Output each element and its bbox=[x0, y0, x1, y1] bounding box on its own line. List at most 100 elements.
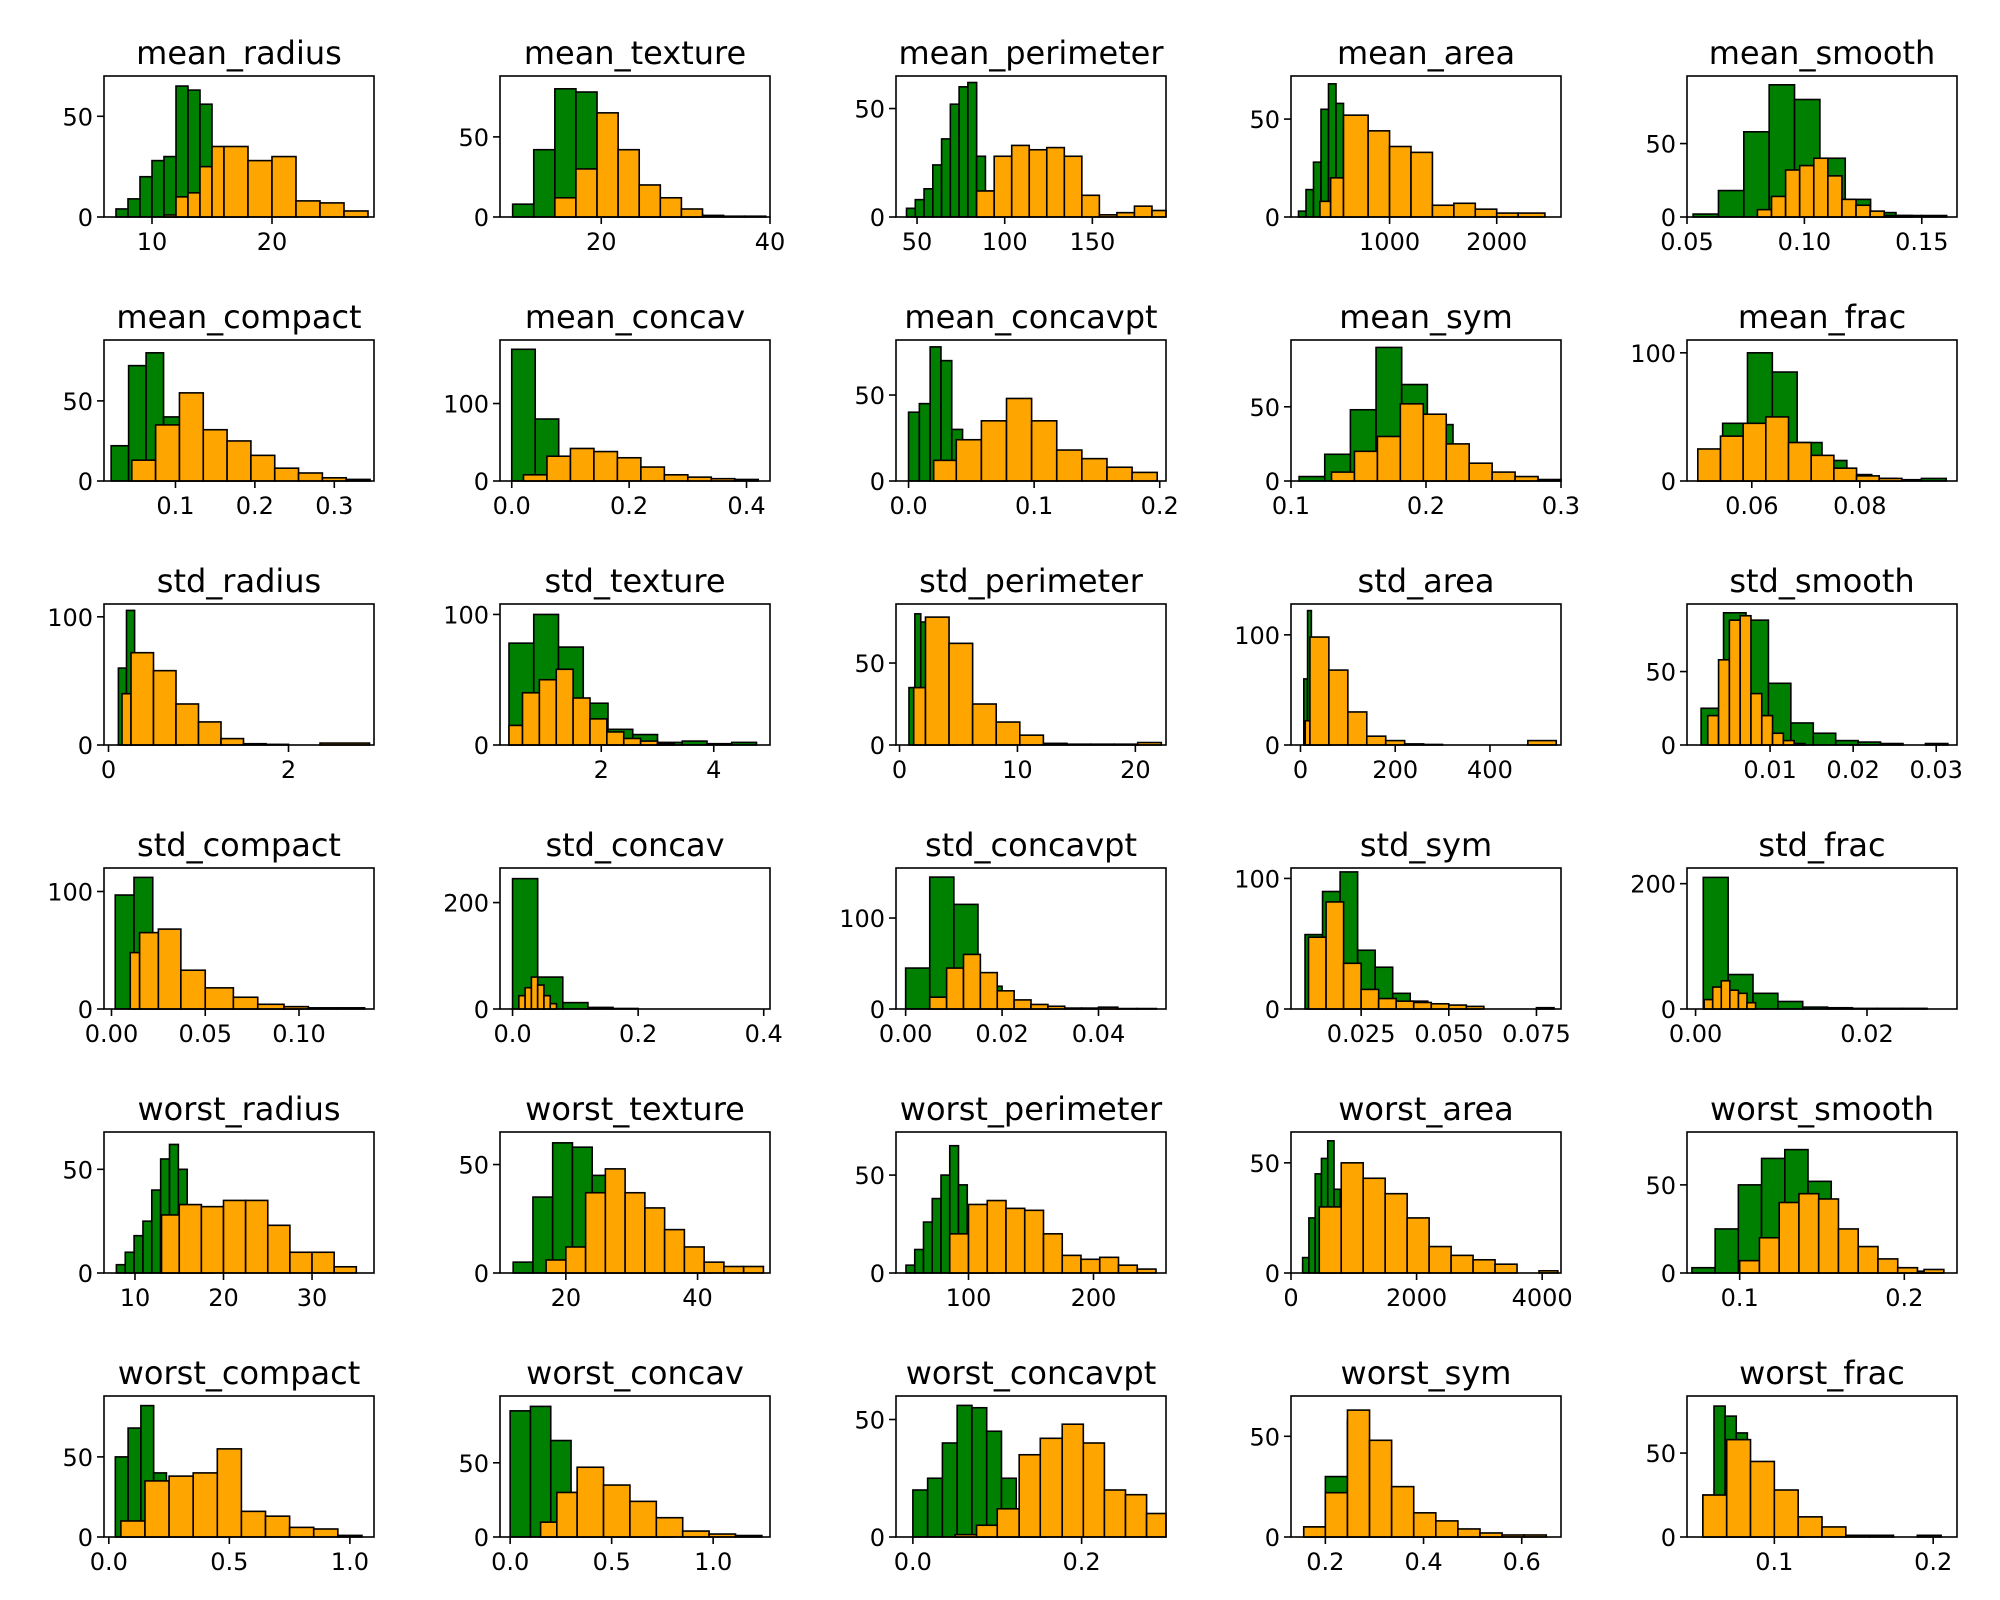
histogram-bar bbox=[1737, 1184, 1763, 1274]
histogram-bar bbox=[1018, 1453, 1042, 1538]
histogram-bar bbox=[554, 196, 577, 218]
histogram-bar bbox=[121, 692, 132, 746]
histogram-bar bbox=[1474, 208, 1498, 218]
subplot-worst_concav: 0.0 0.5 1.0 0 50 worst_concav bbox=[458, 1354, 771, 1576]
histogram-bar bbox=[584, 1191, 607, 1274]
y-tick-label: 0 bbox=[78, 732, 93, 760]
y-tick-label: 0 bbox=[78, 204, 93, 232]
axes-frame bbox=[1290, 1395, 1562, 1538]
histogram-bar bbox=[222, 1199, 247, 1274]
subplot-title: worst_compact bbox=[118, 1354, 361, 1392]
subplot-title: mean_frac bbox=[1738, 298, 1906, 336]
y-tick-label: 100 bbox=[1234, 622, 1280, 650]
x-tick-label: 1.0 bbox=[694, 1548, 732, 1576]
y-tick-label: 0 bbox=[1661, 732, 1676, 760]
y-tick-label: 0 bbox=[1265, 996, 1280, 1024]
x-tick-label: 0.4 bbox=[727, 492, 765, 520]
x-tick-label: 0.00 bbox=[879, 1020, 932, 1048]
histogram-bar bbox=[1422, 413, 1448, 482]
axes-frame bbox=[103, 75, 375, 218]
histogram-bar bbox=[993, 155, 1013, 218]
x-tick-label: 20 bbox=[586, 228, 617, 256]
subplot-worst_smooth: 0.1 0.2 0 50 worst_smooth bbox=[1645, 1090, 1958, 1312]
histogram-bar bbox=[1798, 1192, 1820, 1274]
x-tick-label: 0.2 bbox=[1914, 1548, 1952, 1576]
histogram-bar bbox=[1399, 403, 1425, 482]
histogram-bar bbox=[1752, 992, 1779, 1010]
axes-frame bbox=[103, 1395, 375, 1538]
x-tick-label: 0 bbox=[1283, 1284, 1298, 1312]
histogram-bar bbox=[932, 459, 958, 482]
axes-frame bbox=[1686, 339, 1958, 482]
y-tick-label: 0 bbox=[1265, 468, 1280, 496]
histogram-bar bbox=[142, 1220, 153, 1274]
histogram-bar bbox=[572, 697, 591, 746]
histogram-bar bbox=[1013, 999, 1032, 1010]
axes-frame bbox=[895, 867, 1167, 1010]
histogram-bar bbox=[1005, 397, 1033, 482]
histogram-bar bbox=[1445, 443, 1471, 482]
histogram-bar bbox=[995, 721, 1021, 746]
y-tick-label: 50 bbox=[62, 1444, 93, 1472]
subplot-mean_concav: 0.0 0.2 0.4 0 100 mean_concav bbox=[443, 298, 771, 520]
y-tick-label: 200 bbox=[443, 890, 489, 918]
y-tick-label: 50 bbox=[1645, 1172, 1676, 1200]
subplot-title: worst_concav bbox=[526, 1354, 744, 1392]
subplot-worst_concavpt: 0.0 0.2 0 50 worst_concavpt bbox=[854, 1354, 1167, 1576]
x-tick-label: 0.02 bbox=[1840, 1020, 1893, 1048]
histogram-bar bbox=[546, 455, 572, 482]
x-tick-label: 0.0 bbox=[491, 1548, 529, 1576]
histogram-bar bbox=[175, 703, 200, 746]
x-tick-label: 0.02 bbox=[975, 1020, 1028, 1048]
histogram-bar bbox=[543, 994, 552, 1010]
x-tick-label: 0.0 bbox=[894, 1548, 932, 1576]
histogram-bar bbox=[1749, 1460, 1776, 1538]
histogram-bar bbox=[1081, 194, 1101, 218]
green-series bbox=[905, 1144, 995, 1274]
histogram-bar bbox=[1082, 1442, 1106, 1538]
y-tick-label: 0 bbox=[870, 1524, 885, 1552]
histogram-bar bbox=[1406, 1217, 1430, 1274]
histogram-bar bbox=[1812, 157, 1829, 218]
y-tick-label: 0 bbox=[870, 468, 885, 496]
subplot-mean_radius: 10 20 0 50 mean_radius bbox=[62, 34, 375, 256]
histogram-bar bbox=[589, 718, 608, 746]
histogram-bar bbox=[975, 190, 995, 218]
subplot-mean_area: 1000 2000 0 50 mean_area bbox=[1249, 34, 1562, 256]
histogram-bar bbox=[220, 737, 245, 746]
x-tick-label: 0.2 bbox=[1407, 492, 1445, 520]
histogram-bar bbox=[160, 1214, 181, 1274]
y-tick-label: 0 bbox=[474, 1260, 489, 1288]
histogram-bar bbox=[1412, 1512, 1437, 1538]
histogram-bar bbox=[110, 444, 130, 482]
x-tick-label: 0.2 bbox=[610, 492, 648, 520]
histogram-bar bbox=[157, 928, 182, 1010]
x-tick-label: 0 bbox=[101, 756, 116, 784]
histogram-bar bbox=[1325, 901, 1345, 1010]
x-tick-label: 10 bbox=[1002, 756, 1033, 784]
x-tick-label: 0 bbox=[892, 756, 907, 784]
histogram-bar bbox=[1367, 130, 1391, 218]
subplot-title: mean_area bbox=[1337, 34, 1515, 72]
histogram-bar bbox=[912, 1489, 929, 1538]
x-tick-label: 0.0 bbox=[493, 1020, 531, 1048]
histogram-bar bbox=[1706, 714, 1720, 746]
x-tick-label: 2 bbox=[594, 756, 609, 784]
subplot-title: worst_concavpt bbox=[906, 1354, 1157, 1392]
histogram-bar bbox=[932, 164, 943, 218]
histogram-bar bbox=[1151, 209, 1167, 218]
y-tick-label: 0 bbox=[78, 468, 93, 496]
histogram-bar bbox=[1728, 619, 1741, 746]
y-tick-label: 50 bbox=[458, 124, 489, 152]
histogram-bar bbox=[596, 112, 619, 218]
subplot-worst_sym: 0.2 0.4 0.6 0 50 worst_sym bbox=[1249, 1354, 1562, 1576]
axes-frame bbox=[103, 1131, 375, 1274]
histogram-bar bbox=[250, 454, 276, 482]
histogram-bar bbox=[1005, 1207, 1026, 1274]
subplot-title: worst_perimeter bbox=[900, 1090, 1163, 1128]
histogram-bar bbox=[1468, 462, 1493, 482]
histogram-bar bbox=[192, 1472, 219, 1538]
histogram-bar bbox=[912, 686, 927, 746]
y-tick-label: 0 bbox=[474, 1524, 489, 1552]
histogram-bar bbox=[1450, 1254, 1474, 1274]
